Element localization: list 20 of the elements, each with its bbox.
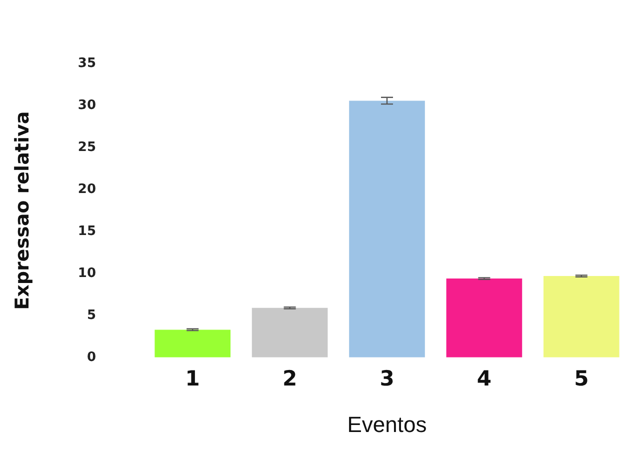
y-tick-label: 35 <box>78 56 96 72</box>
x-axis-title: Eventos <box>347 412 427 437</box>
bar <box>252 308 328 358</box>
x-tick-label: 1 <box>185 366 200 390</box>
bar <box>446 278 522 358</box>
y-tick-label: 5 <box>86 308 96 323</box>
y-tick-label: 20 <box>78 182 96 198</box>
y-tick-label: 10 <box>78 266 96 281</box>
bar <box>154 330 231 358</box>
y-axis-title: Expressao relativa <box>11 111 34 310</box>
bar <box>349 100 425 358</box>
bar <box>543 276 620 358</box>
x-tick-label: 3 <box>380 366 394 390</box>
y-tick-label: 15 <box>78 224 96 239</box>
x-tick-label: 5 <box>574 366 589 390</box>
y-tick-label: 25 <box>78 140 96 156</box>
x-tick-label: 4 <box>476 366 492 390</box>
y-tick-label: 30 <box>78 98 96 114</box>
x-tick-label: 2 <box>282 366 298 390</box>
y-tick-label: 0 <box>86 350 96 365</box>
